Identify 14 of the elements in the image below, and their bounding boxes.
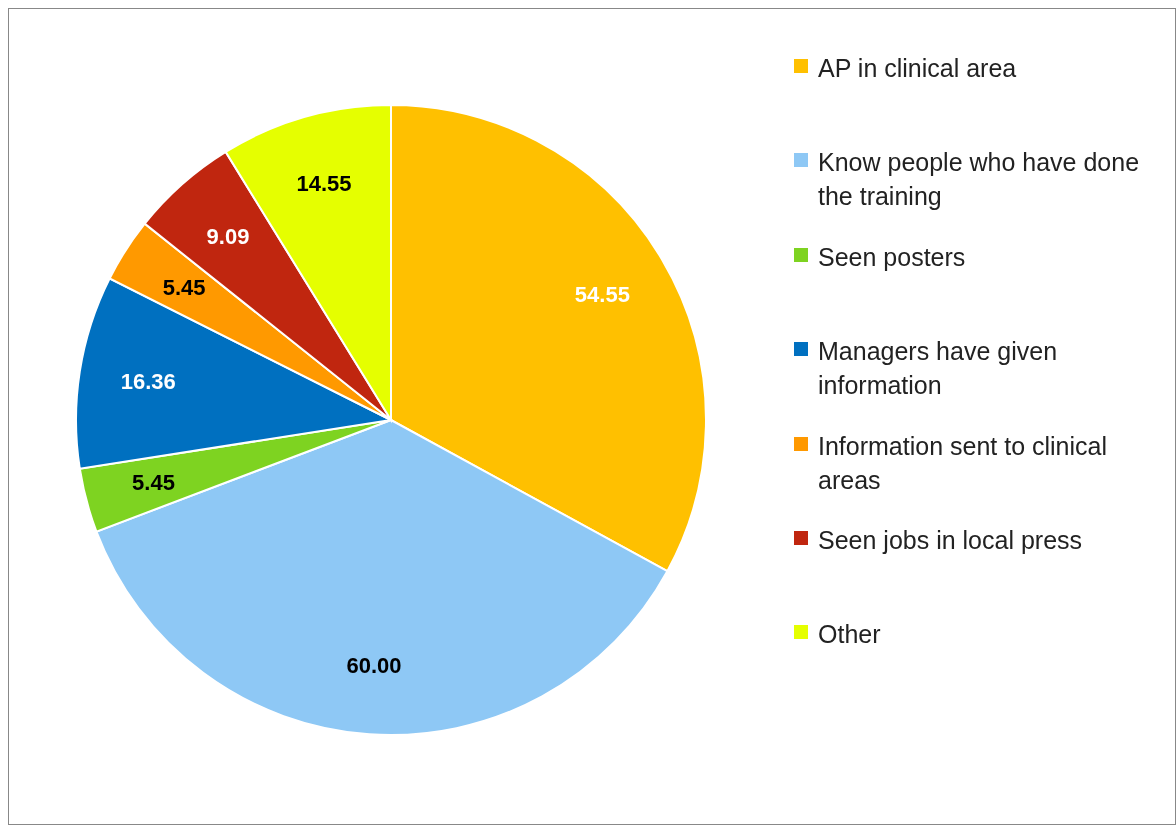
data-label: 54.55 bbox=[574, 282, 630, 308]
data-label: 9.09 bbox=[206, 223, 250, 249]
data-label: 14.55 bbox=[296, 171, 352, 197]
data-label: 16.36 bbox=[120, 369, 176, 395]
data-label: 60.00 bbox=[346, 652, 402, 678]
legend-label: Seen posters bbox=[818, 242, 966, 273]
legend-label: AP in clinical area bbox=[818, 53, 1017, 84]
data-label: 5.45 bbox=[132, 470, 175, 496]
legend-label: Managers have given information bbox=[818, 336, 1059, 401]
legend-label: Seen jobs in local press bbox=[818, 525, 1083, 556]
data-label: 5.45 bbox=[162, 275, 206, 301]
legend-label: Other bbox=[818, 619, 881, 650]
legend-label: Information sent to clinical areas bbox=[818, 431, 1109, 496]
legend-label: Know people who have done the training bbox=[818, 147, 1141, 212]
